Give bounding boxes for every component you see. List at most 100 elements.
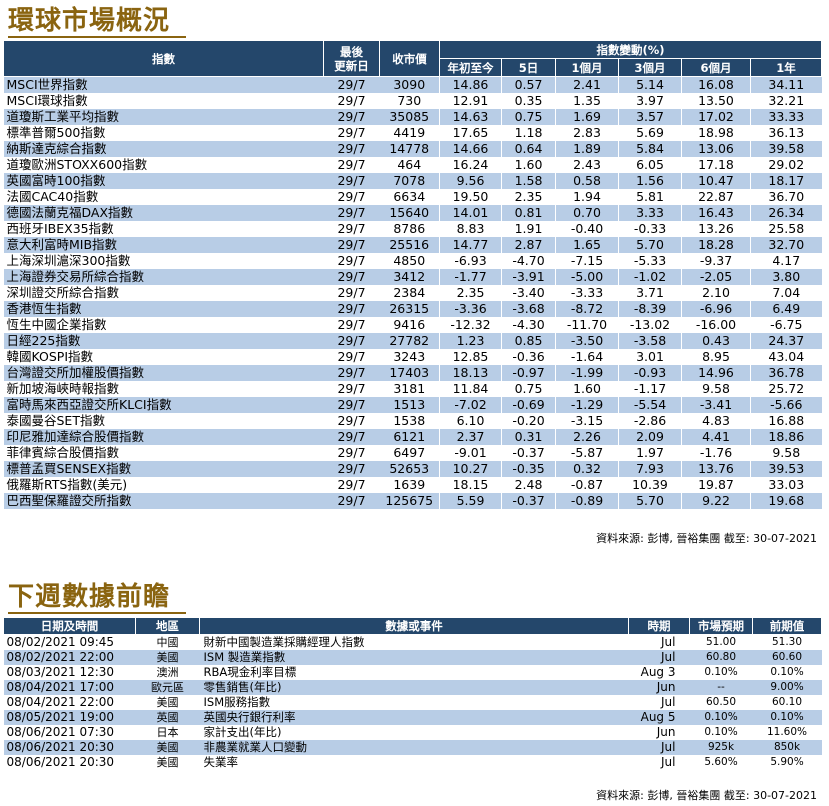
cell-6m: 10.47: [681, 173, 751, 189]
cell-region: 澳洲: [135, 665, 200, 680]
cell-6m: 4.83: [681, 413, 751, 429]
cell-1m: -5.00: [555, 269, 619, 285]
cell-event: RBA現金利率目標: [199, 665, 629, 680]
cell-index-name: 富時馬來西亞證交所KLCI指數: [3, 397, 324, 413]
cell-1m: -0.40: [555, 221, 619, 237]
cell-1y: 32.21: [749, 93, 822, 109]
cell-close: 4419: [379, 125, 440, 141]
cell-1m: 0.32: [555, 461, 619, 477]
cell-1y: 24.37: [749, 333, 822, 349]
cell-1m: -1.64: [555, 349, 619, 365]
col-3m: 3個月: [618, 58, 682, 77]
cell-index-name: 上海證券交易所綜合指數: [3, 269, 324, 285]
cell-5d: 0.85: [501, 333, 556, 349]
cell-period: Jul: [628, 650, 690, 665]
cell-ytd: 19.50: [439, 189, 502, 205]
cell-period: Aug 5: [628, 710, 690, 725]
cell-6m: -9.37: [681, 253, 751, 269]
cell-index-name: 菲律賓綜合股價指數: [3, 445, 324, 461]
cell-previous: 9.00%: [752, 680, 822, 695]
cell-5d: -4.70: [501, 253, 556, 269]
cell-3m: -0.93: [618, 365, 682, 381]
cell-last-update: 29/7: [323, 301, 380, 317]
markets-title: 環球市場概況: [8, 6, 171, 36]
cell-previous: 850k: [752, 740, 822, 755]
cell-5d: 0.75: [501, 109, 556, 125]
col-event: 數據或事件: [199, 617, 629, 635]
cell-6m: 8.95: [681, 349, 751, 365]
cell-ytd: 18.13: [439, 365, 502, 381]
cell-index-name: 英國富時100指數: [3, 173, 324, 189]
cell-last-update: 29/7: [323, 125, 380, 141]
table-row: 納斯達克綜合指數 29/7 14778 14.66 0.64 1.89 5.84 13.06 3…: [3, 141, 822, 157]
cell-last-update: 29/7: [323, 333, 380, 349]
cell-forecast: 0.10%: [689, 665, 753, 680]
cell-last-update: 29/7: [323, 365, 380, 381]
cell-ytd: -3.36: [439, 301, 502, 317]
cell-1y: 34.11: [749, 76, 822, 93]
cell-last-update: 29/7: [323, 205, 380, 221]
cell-previous: 5.90%: [752, 755, 822, 770]
cell-ytd: 18.15: [439, 477, 502, 493]
cell-region: 中國: [135, 634, 200, 650]
cell-last-update: 29/7: [323, 253, 380, 269]
cell-index-name: 上海深圳滬深300指數: [3, 253, 324, 269]
cell-1m: 2.83: [555, 125, 619, 141]
col-1y: 1年: [749, 58, 823, 77]
cell-ytd: 17.65: [439, 125, 502, 141]
cell-close: 27782: [379, 333, 440, 349]
cell-close: 26315: [379, 301, 440, 317]
cell-close: 8786: [379, 221, 440, 237]
cell-close: 1639: [379, 477, 440, 493]
cell-6m: 22.87: [681, 189, 751, 205]
cell-1y: 6.49: [749, 301, 822, 317]
cell-index-name: 新加坡海峽時報指數: [3, 381, 324, 397]
cell-last-update: 29/7: [323, 157, 380, 173]
cell-close: 25516: [379, 237, 440, 253]
cell-region: 美國: [135, 695, 200, 710]
cell-3m: 2.09: [618, 429, 682, 445]
cell-event: 非農業就業人口變動: [199, 740, 629, 755]
cell-1m: 1.65: [555, 237, 619, 253]
cell-last-update: 29/7: [323, 109, 380, 125]
cell-period: Jul: [628, 755, 690, 770]
cell-1m: -0.87: [555, 477, 619, 493]
cell-1y: 39.58: [749, 141, 822, 157]
cell-1m: -1.99: [555, 365, 619, 381]
cell-previous: 11.60%: [752, 725, 822, 740]
cell-ytd: -6.93: [439, 253, 502, 269]
table-row: 08/06/2021 07:30 日本 家計支出(年比) Jun 0.10% 11.60%: [3, 725, 822, 740]
table-row: 新加坡海峽時報指數 29/7 3181 11.84 0.75 1.60 -1.17 9.58 2…: [3, 381, 822, 397]
cell-5d: -3.68: [501, 301, 556, 317]
cell-index-name: 香港恆生指數: [3, 301, 324, 317]
table-row: 08/05/2021 19:00 英國 英國央行銀行利率 Aug 5 0.10% 0.10…: [3, 710, 822, 725]
cell-1m: 1.35: [555, 93, 619, 109]
cell-region: 美國: [135, 650, 200, 665]
cell-1y: 16.88: [749, 413, 822, 429]
cell-datetime: 08/02/2021 22:00: [3, 650, 136, 665]
cell-close: 125675: [379, 493, 440, 509]
cell-1m: -7.15: [555, 253, 619, 269]
cell-datetime: 08/06/2021 20:30: [3, 755, 136, 770]
cell-1m: -3.15: [555, 413, 619, 429]
cell-forecast: 0.10%: [689, 710, 753, 725]
cell-5d: 1.18: [501, 125, 556, 141]
cell-last-update: 29/7: [323, 93, 380, 109]
table-row: 法國CAC40指數 29/7 6634 19.50 2.35 1.94 5.81 22.87 3…: [3, 189, 822, 205]
cell-1y: 36.13: [749, 125, 822, 141]
cell-6m: 13.50: [681, 93, 751, 109]
table-row: 韓國KOSPI指數 29/7 3243 12.85 -0.36 -1.64 3.01 8.95…: [3, 349, 822, 365]
table-row: 上海證券交易所綜合指數 29/7 3412 -1.77 -3.91 -5.00 -1.02-…: [3, 269, 822, 285]
table-row: 道瓊斯工業平均指數 29/7 35085 14.63 0.75 1.69 3.57 17.02…: [3, 109, 822, 125]
cell-datetime: 08/06/2021 20:30: [3, 740, 136, 755]
cell-period: Jun: [628, 680, 690, 695]
cell-5d: -4.30: [501, 317, 556, 333]
cell-event: ISM 製造業指數: [199, 650, 629, 665]
cell-6m: 17.02: [681, 109, 751, 125]
table-row: 富時馬來西亞證交所KLCI指數 29/7 1513 -7.02 -0.69 -1.29 -5…: [3, 397, 822, 413]
cell-6m: 16.08: [681, 76, 751, 93]
cell-6m: 13.76: [681, 461, 751, 477]
cell-6m: 17.18: [681, 157, 751, 173]
table-row: 08/02/2021 22:00 美國 ISM 製造業指數 Jul 60.80 60.60: [3, 650, 822, 665]
cell-6m: -3.41: [681, 397, 751, 413]
